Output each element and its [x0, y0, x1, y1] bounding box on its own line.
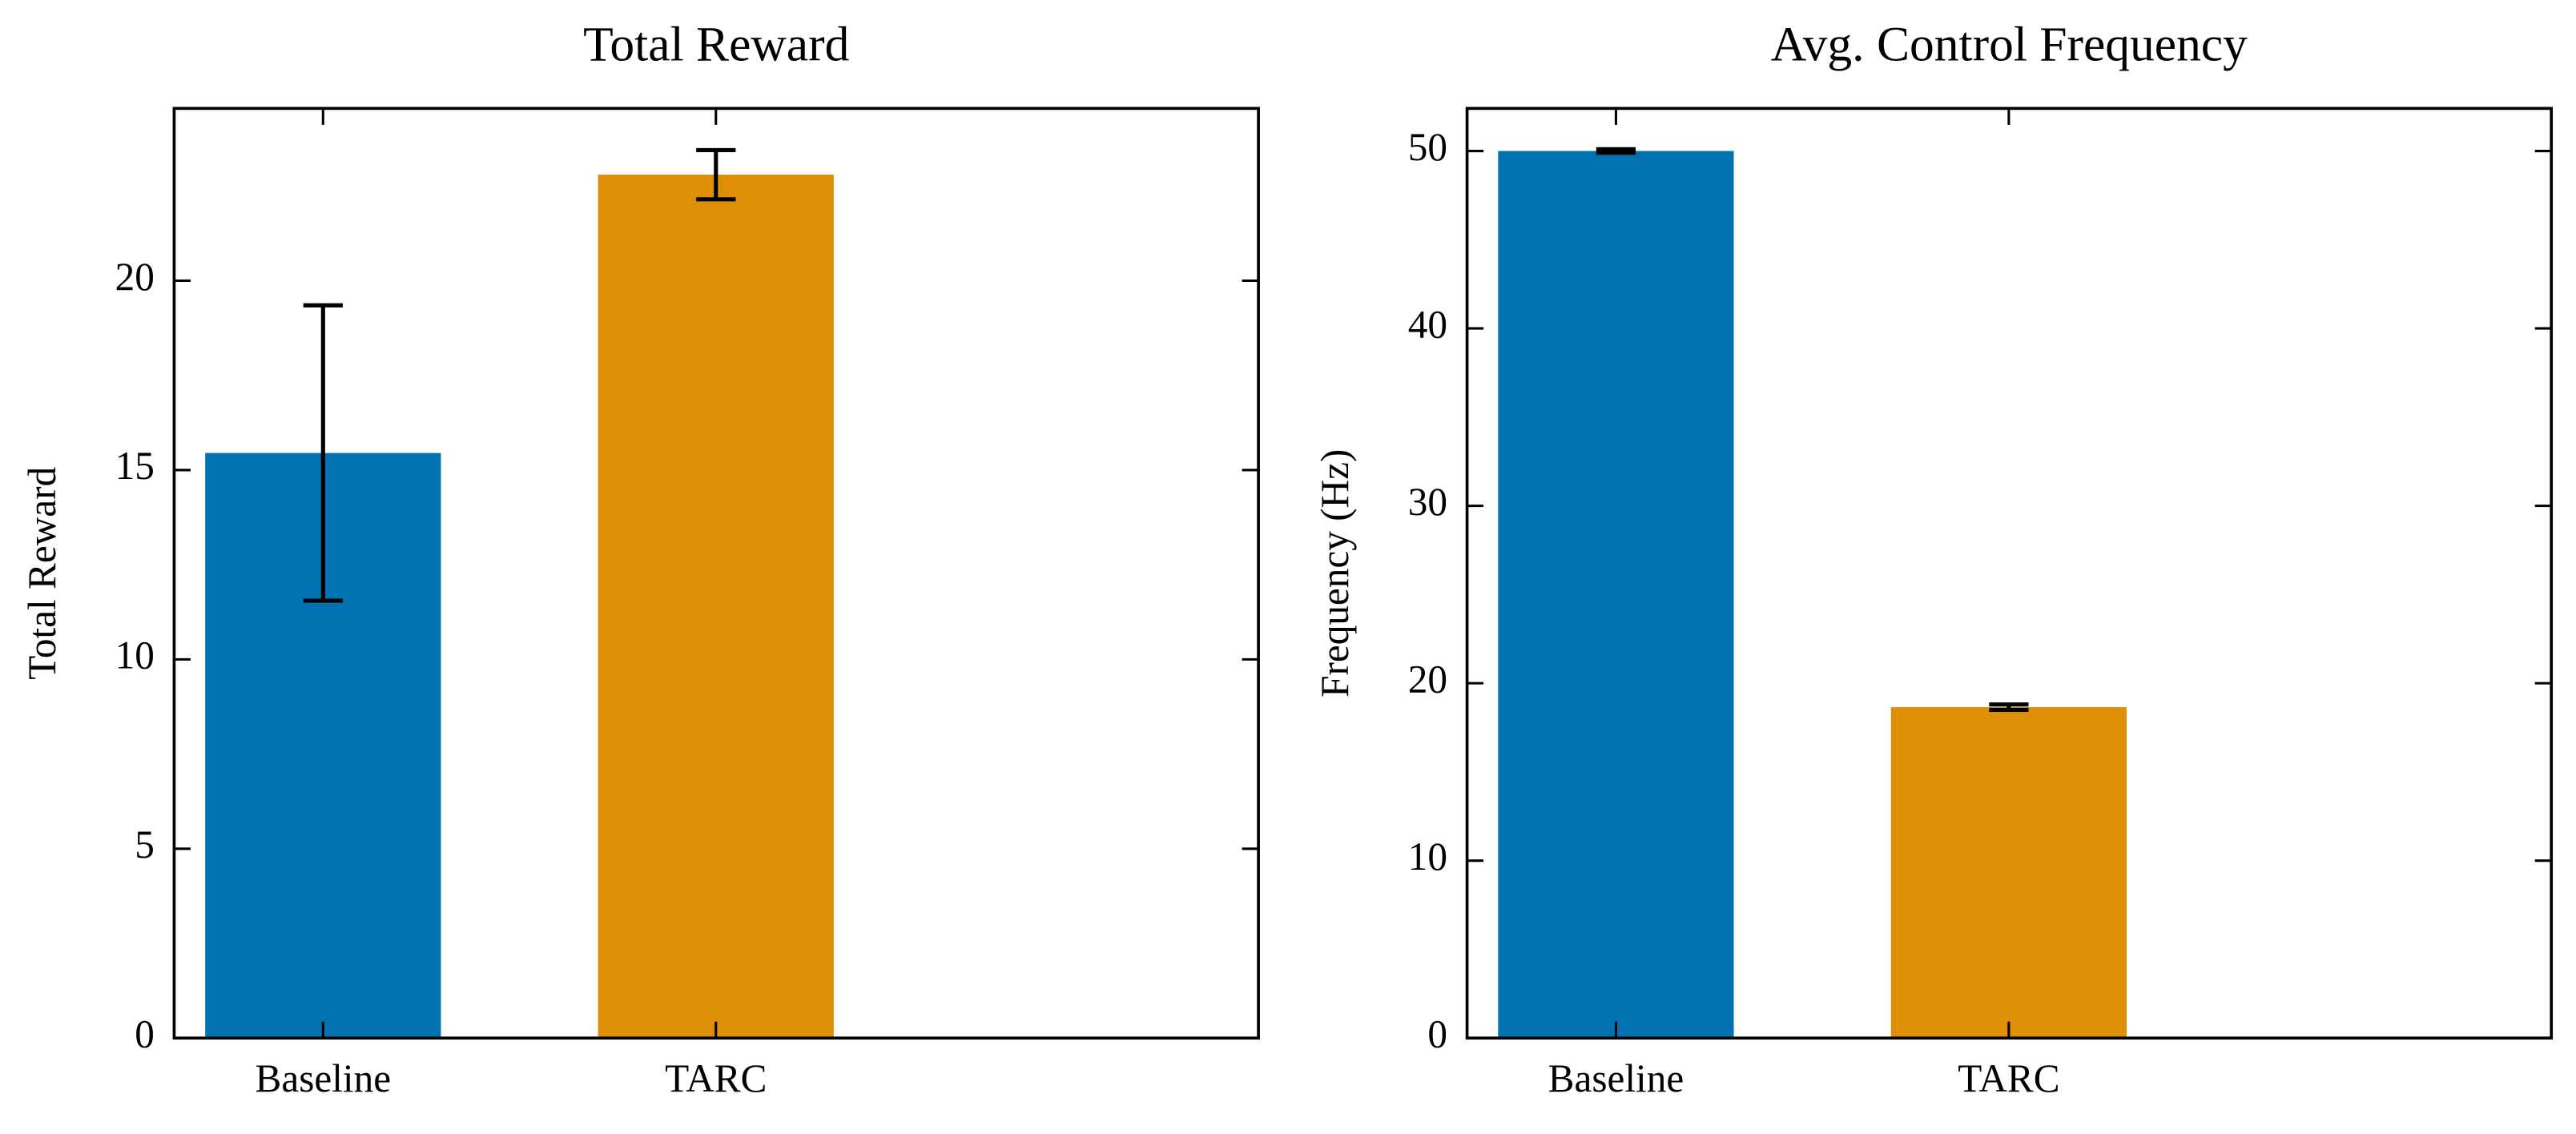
plot-frame	[172, 107, 1260, 1040]
y-tick-label: 40	[1408, 302, 1447, 346]
y-tick-label: 20	[1408, 657, 1447, 701]
y-tick-label: 30	[1408, 480, 1447, 524]
y-tick-label: 0	[1427, 1012, 1447, 1056]
error-bar	[303, 303, 343, 603]
x-tick-label: TARC	[665, 1056, 767, 1100]
x-tick-label: TARC	[1958, 1056, 2059, 1100]
error-bar	[696, 147, 736, 202]
y-tick-label: 10	[1408, 834, 1447, 879]
y-axis-label: Total Reward	[20, 467, 64, 680]
y-tick-label: 15	[115, 444, 155, 488]
y-axis-label: Frequency (Hz)	[1313, 449, 1357, 698]
x-tick-label: Baseline	[1548, 1056, 1684, 1100]
y-tick-label: 50	[1408, 125, 1447, 169]
y-tick-label: 0	[135, 1012, 155, 1056]
error-bar	[1596, 147, 1636, 155]
error-bar	[1989, 702, 2029, 712]
bar	[1890, 707, 2127, 1039]
x-tick-label: Baseline	[256, 1056, 391, 1100]
bar	[1498, 151, 1734, 1039]
y-tick-label: 5	[135, 822, 155, 867]
bar	[598, 175, 834, 1039]
chart-title: Avg. Control Frequency	[1771, 18, 2248, 72]
y-tick-label: 10	[115, 633, 155, 678]
y-tick-label: 20	[115, 255, 155, 299]
plot-frame	[1465, 107, 2554, 1040]
chart-title: Total Reward	[583, 18, 849, 72]
